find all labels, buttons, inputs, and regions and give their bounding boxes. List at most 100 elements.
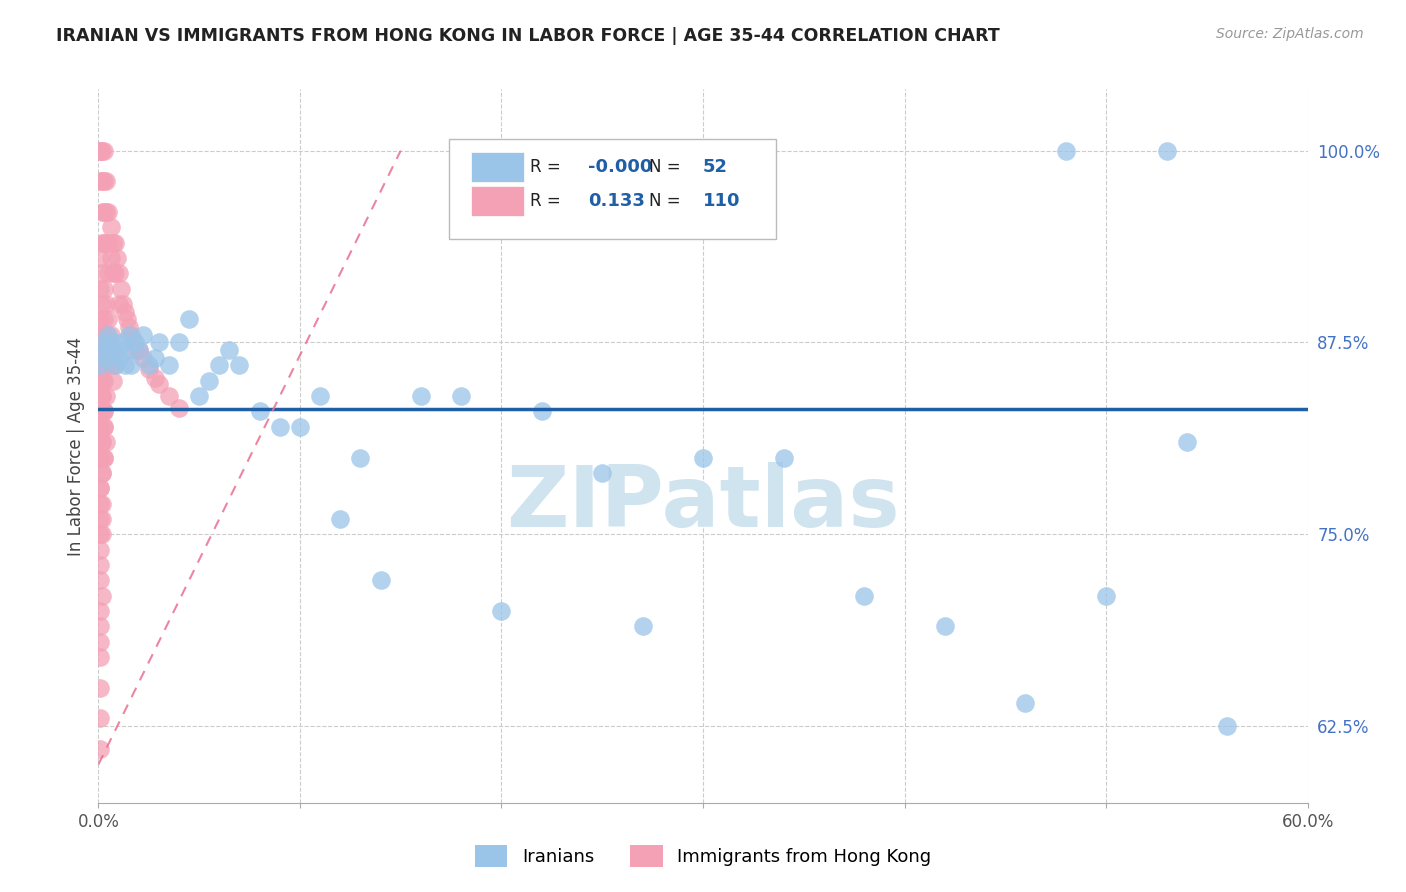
Point: [591, 466, 613, 480]
Point: [103, 359, 125, 373]
Point: [89, 619, 111, 633]
Point: [772, 450, 794, 465]
Point: [115, 343, 138, 357]
Point: [167, 401, 190, 416]
Text: N =: N =: [648, 192, 686, 210]
Point: [91, 144, 114, 158]
Point: [120, 327, 142, 342]
Point: [100, 251, 122, 265]
Text: 0.133: 0.133: [588, 192, 645, 210]
Point: [93, 312, 115, 326]
Point: [93, 335, 115, 350]
Point: [93, 419, 115, 434]
Point: [89, 481, 111, 495]
Point: [128, 343, 150, 357]
Point: [1014, 696, 1036, 710]
Point: [93, 282, 115, 296]
FancyBboxPatch shape: [449, 139, 776, 239]
Point: [96, 297, 118, 311]
Point: [89, 251, 111, 265]
Point: [89, 542, 111, 557]
Point: [97, 312, 120, 326]
Text: 52: 52: [703, 158, 728, 176]
Point: [143, 370, 166, 384]
Point: [91, 389, 114, 403]
Point: [89, 450, 111, 465]
Point: [89, 389, 111, 403]
Point: [370, 574, 392, 588]
Point: [111, 335, 134, 350]
Point: [93, 404, 115, 418]
Point: [93, 174, 115, 188]
Point: [121, 335, 143, 350]
Point: [89, 512, 111, 526]
Text: R =: R =: [530, 192, 567, 210]
Point: [450, 389, 472, 403]
Point: [101, 266, 124, 280]
Point: [91, 466, 114, 480]
Point: [91, 266, 114, 280]
Point: [118, 327, 141, 342]
Point: [249, 404, 271, 418]
Point: [89, 282, 111, 296]
Point: [89, 650, 111, 665]
Point: [105, 251, 128, 265]
Point: [97, 235, 120, 250]
Point: [93, 450, 115, 465]
Text: ZIPatlas: ZIPatlas: [506, 461, 900, 545]
Point: [91, 589, 114, 603]
Point: [96, 351, 118, 365]
Point: [409, 389, 432, 403]
Point: [93, 235, 115, 250]
Point: [1156, 144, 1178, 158]
Point: [1216, 719, 1239, 733]
Point: [91, 404, 114, 418]
Point: [89, 144, 111, 158]
Point: [91, 327, 114, 342]
Point: [91, 374, 114, 388]
Point: [89, 359, 111, 373]
Point: [96, 435, 118, 450]
Point: [89, 481, 111, 495]
Point: [692, 450, 714, 465]
Point: [105, 343, 128, 357]
Point: [167, 335, 190, 350]
Text: IRANIAN VS IMMIGRANTS FROM HONG KONG IN LABOR FORCE | AGE 35-44 CORRELATION CHAR: IRANIAN VS IMMIGRANTS FROM HONG KONG IN …: [56, 27, 1000, 45]
Point: [91, 297, 114, 311]
FancyBboxPatch shape: [471, 186, 524, 216]
Point: [101, 343, 124, 357]
Point: [89, 742, 111, 756]
Point: [198, 374, 221, 388]
Point: [120, 359, 142, 373]
Point: [96, 205, 118, 219]
Point: [89, 343, 111, 357]
Point: [148, 376, 170, 391]
Point: [329, 512, 352, 526]
Point: [91, 435, 114, 450]
Point: [138, 361, 160, 376]
Point: [89, 419, 111, 434]
Point: [143, 351, 166, 365]
Text: 110: 110: [703, 192, 741, 210]
Point: [1095, 589, 1118, 603]
Point: [89, 711, 111, 725]
Point: [93, 144, 115, 158]
Point: [309, 389, 332, 403]
Point: [91, 174, 114, 188]
Point: [100, 220, 122, 235]
Point: [100, 359, 122, 373]
Point: [91, 343, 114, 357]
Point: [91, 512, 114, 526]
Point: [91, 527, 114, 541]
Point: [93, 343, 115, 357]
Point: [96, 359, 118, 373]
Point: [349, 450, 371, 465]
Point: [208, 359, 231, 373]
Point: [124, 335, 146, 350]
Y-axis label: In Labor Force | Age 35-44: In Labor Force | Age 35-44: [66, 336, 84, 556]
Point: [89, 558, 111, 572]
Point: [157, 389, 180, 403]
Point: [132, 351, 155, 365]
Point: [89, 174, 111, 188]
Text: -0.000: -0.000: [588, 158, 652, 176]
